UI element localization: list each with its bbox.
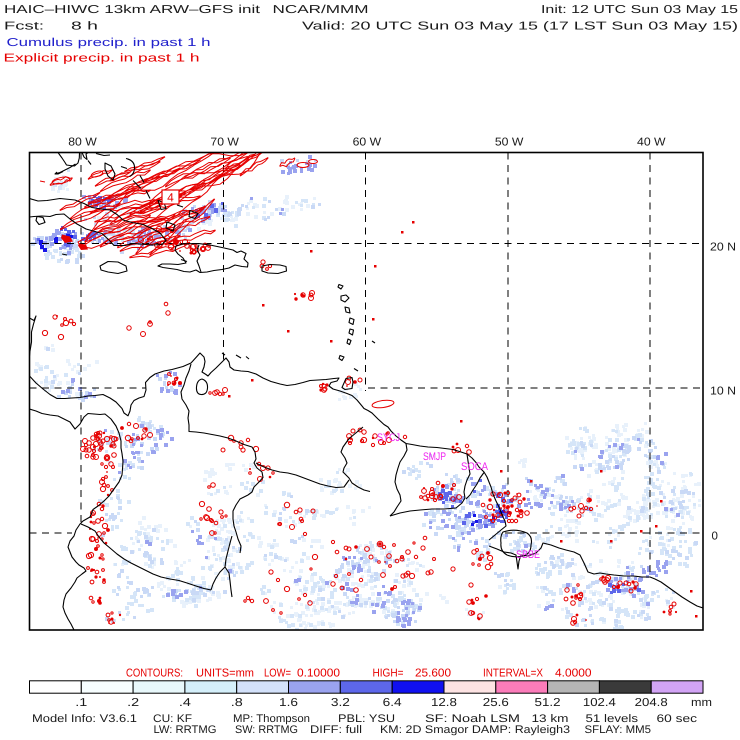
svg-text:SBBE: SBBE — [516, 549, 540, 561]
svg-text:.8: .8 — [231, 697, 243, 709]
svg-text:SMJP: SMJP — [423, 451, 446, 463]
svg-text:SOCA: SOCA — [461, 461, 489, 473]
svg-text:Model Info: V3.6.1: Model Info: V3.6.1 — [32, 713, 137, 725]
svg-text:20 N: 20 N — [710, 242, 736, 254]
svg-text:.4: .4 — [179, 697, 192, 709]
svg-text:UNITS=mm: UNITS=mm — [196, 668, 254, 680]
svg-text:13 km: 13 km — [532, 713, 569, 725]
svg-text:SW: RRTMG: SW: RRTMG — [235, 724, 298, 736]
svg-text:Init: 12 UTC Sun 03 May 15: Init: 12 UTC Sun 03 May 15 — [541, 4, 738, 16]
svg-text:SFLAY: MM5: SFLAY: MM5 — [585, 724, 652, 736]
svg-text:CU: KF: CU: KF — [153, 713, 192, 725]
svg-text:CONTOURS:: CONTOURS: — [126, 668, 183, 680]
svg-text:4.0000: 4.0000 — [555, 668, 592, 680]
svg-text:80 W: 80 W — [68, 137, 97, 149]
svg-text:4: 4 — [167, 191, 174, 205]
svg-text:HIGH=: HIGH= — [373, 668, 404, 680]
svg-text:50 W: 50 W — [495, 137, 524, 149]
svg-text:25.600: 25.600 — [415, 668, 451, 680]
svg-text:HAIC–HIWC 13km ARW–GFS init: HAIC–HIWC 13km ARW–GFS init — [4, 4, 261, 16]
svg-text:DIFF: full: DIFF: full — [310, 724, 362, 736]
svg-text:3.2: 3.2 — [331, 697, 350, 709]
svg-text:51 levels: 51 levels — [586, 713, 639, 725]
svg-text:SYCJ: SYCJ — [377, 432, 400, 444]
svg-text:MP: Thompson: MP: Thompson — [233, 713, 310, 725]
svg-text:70 W: 70 W — [210, 137, 239, 149]
svg-text:60 W: 60 W — [353, 137, 382, 149]
svg-text:Fcst:: Fcst: — [4, 21, 44, 33]
svg-text:SF: Noah LSM: SF: Noah LSM — [425, 713, 520, 725]
svg-text:LOW=: LOW= — [264, 668, 291, 680]
svg-text:Cumulus precip. in past 1 h: Cumulus precip. in past 1 h — [7, 37, 211, 49]
svg-text:mm: mm — [691, 697, 712, 709]
svg-text:12.8: 12.8 — [431, 697, 457, 709]
svg-text:0.10000: 0.10000 — [297, 668, 340, 680]
svg-text:8 h: 8 h — [71, 21, 98, 33]
svg-text:204.8: 204.8 — [635, 697, 668, 709]
svg-text:Valid: 20 UTC Sun 03 May 15 (1: Valid: 20 UTC Sun 03 May 15 (17 LST Sun … — [302, 21, 738, 33]
svg-text:KM: 2D Smagor DAMP: Rayleigh3: KM: 2D Smagor DAMP: Rayleigh3 — [380, 724, 570, 736]
svg-text:10 N: 10 N — [710, 386, 736, 398]
svg-text:LW: RRTMG: LW: RRTMG — [154, 724, 217, 736]
svg-text:NCAR/MMM: NCAR/MMM — [273, 4, 369, 16]
svg-text:40 W: 40 W — [637, 137, 666, 149]
svg-text:.1: .1 — [75, 697, 87, 709]
svg-text:6.4: 6.4 — [383, 697, 403, 709]
svg-text:.2: .2 — [127, 697, 139, 709]
svg-text:0: 0 — [712, 531, 718, 543]
svg-text:102.4: 102.4 — [583, 697, 617, 709]
svg-text:1.6: 1.6 — [279, 697, 298, 709]
svg-text:25.6: 25.6 — [483, 697, 509, 709]
svg-text:Explicit precip. in past 1 h: Explicit precip. in past 1 h — [4, 53, 200, 65]
svg-text:51.2: 51.2 — [535, 697, 561, 709]
svg-text:INTERVAL=X: INTERVAL=X — [483, 668, 543, 680]
svg-text:PBL: YSU: PBL: YSU — [338, 713, 395, 725]
svg-text:60 sec: 60 sec — [657, 713, 698, 725]
